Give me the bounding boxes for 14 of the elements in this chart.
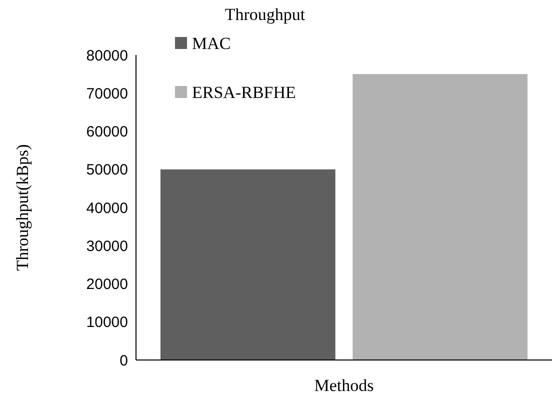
- y-tick-label: 50000: [86, 162, 128, 179]
- y-tick-label: 30000: [86, 238, 128, 255]
- y-tick-label: 60000: [86, 124, 128, 140]
- legend-label: MAC: [192, 34, 231, 53]
- y-tick-label: 20000: [86, 276, 128, 293]
- y-tick-label: 40000: [86, 200, 128, 217]
- chart-title: Throughput: [224, 5, 306, 24]
- y-axis-title: Throughput(kBps): [13, 144, 32, 271]
- y-tick-label: 0: [120, 352, 128, 370]
- x-axis-title: Methods: [314, 376, 374, 395]
- y-tick-label: 80000: [86, 47, 128, 64]
- y-tick-label: 70000: [86, 85, 128, 102]
- legend-label: ERSA-RBFHE: [192, 82, 296, 102]
- y-tick-label: 10000: [86, 314, 128, 332]
